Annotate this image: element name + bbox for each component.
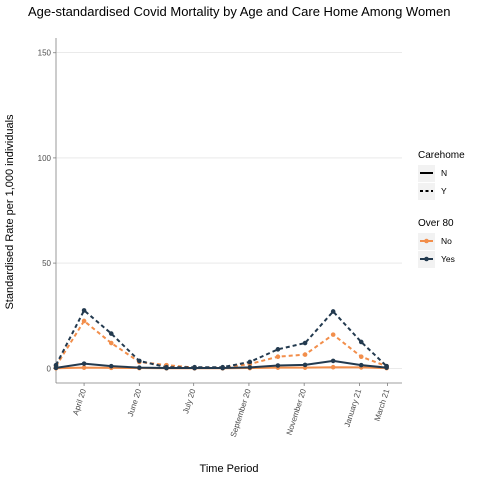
legend-key-point xyxy=(424,238,429,244)
data-point xyxy=(137,358,142,364)
legend-label: N xyxy=(441,168,447,178)
y-axis-title: Standardised Rate per 1,000 individuals xyxy=(4,114,16,310)
legend-label: Yes xyxy=(441,254,455,264)
legend-title: Carehome xyxy=(418,150,465,161)
x-tick-label: November 20 xyxy=(285,387,309,436)
axes: 0 50 100 150 April 20 June 20 July 20 September… xyxy=(38,38,402,438)
data-point xyxy=(358,354,364,360)
data-point xyxy=(108,363,114,369)
legend-label: Y xyxy=(441,186,447,196)
data-point xyxy=(192,365,197,371)
x-tick-label: March 21 xyxy=(373,387,392,422)
series-n-yes xyxy=(53,358,389,371)
data-point xyxy=(358,339,364,345)
data-point xyxy=(275,363,281,368)
data-point xyxy=(81,308,87,313)
data-point xyxy=(108,331,114,336)
x-tick-label: April 20 xyxy=(71,387,88,416)
y-tick-label: 0 xyxy=(47,364,52,373)
legend: Carehome NY Over 80 No Yes xyxy=(418,150,465,268)
data-point xyxy=(330,358,336,364)
data-point xyxy=(81,361,87,366)
data-point xyxy=(108,340,114,346)
data-point xyxy=(137,365,142,370)
data-point xyxy=(81,318,87,324)
data-point xyxy=(330,364,336,370)
data-point xyxy=(384,365,389,370)
data-point xyxy=(330,309,336,314)
y-tick-label: 150 xyxy=(38,49,52,58)
data-point xyxy=(302,340,308,346)
y-tick-label: 100 xyxy=(38,154,52,163)
x-tick-label: September 20 xyxy=(229,387,253,438)
data-point xyxy=(275,347,281,352)
data-point xyxy=(302,352,308,357)
legend-title: Over 80 xyxy=(418,218,454,229)
x-axis-title: Time Period xyxy=(200,463,259,475)
chart-title: Age-standardised Covid Mortality by Age … xyxy=(28,4,450,19)
data-point xyxy=(53,365,59,371)
legend-key-point xyxy=(424,256,429,262)
y-tick-label: 50 xyxy=(42,259,51,268)
data-point xyxy=(330,332,336,337)
data-point xyxy=(164,365,169,371)
gridlines xyxy=(56,52,402,369)
x-tick-label: January 21 xyxy=(343,387,364,428)
data-point xyxy=(358,362,364,368)
legend-label: No xyxy=(441,236,452,246)
data-point xyxy=(81,365,87,370)
data-point xyxy=(220,365,225,371)
x-tick-label: July 20 xyxy=(181,387,198,414)
x-tick-label: June 20 xyxy=(126,387,144,417)
data-point xyxy=(247,365,253,370)
data-point xyxy=(302,362,308,368)
data-point xyxy=(275,354,281,360)
series-layer xyxy=(53,308,389,371)
data-point xyxy=(247,359,253,365)
